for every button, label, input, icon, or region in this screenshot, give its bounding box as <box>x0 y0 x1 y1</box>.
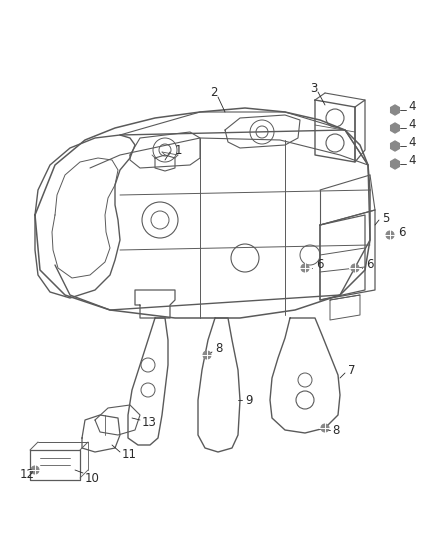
Text: 11: 11 <box>122 448 137 462</box>
Text: 4: 4 <box>408 136 416 149</box>
Circle shape <box>301 264 309 272</box>
Text: 6: 6 <box>398 227 406 239</box>
Text: 10: 10 <box>85 472 100 484</box>
Circle shape <box>321 424 329 432</box>
Text: 4: 4 <box>408 101 416 114</box>
Text: 5: 5 <box>382 212 389 224</box>
Circle shape <box>392 143 398 149</box>
Circle shape <box>31 466 39 474</box>
Text: 9: 9 <box>245 393 252 407</box>
Text: 3: 3 <box>310 82 318 94</box>
Text: 1: 1 <box>175 143 183 157</box>
Text: 8: 8 <box>215 342 223 354</box>
Polygon shape <box>391 123 399 133</box>
Text: 4: 4 <box>408 155 416 167</box>
Polygon shape <box>391 141 399 151</box>
Circle shape <box>392 125 398 131</box>
Text: 6: 6 <box>366 259 374 271</box>
Polygon shape <box>391 159 399 169</box>
Circle shape <box>203 351 211 359</box>
Polygon shape <box>391 105 399 115</box>
Circle shape <box>392 108 398 112</box>
Text: 2: 2 <box>210 86 218 100</box>
Text: 7: 7 <box>348 364 356 376</box>
Text: 8: 8 <box>332 424 339 437</box>
Circle shape <box>351 264 359 272</box>
Circle shape <box>386 231 394 239</box>
Text: 4: 4 <box>408 118 416 132</box>
Text: 12: 12 <box>20 469 35 481</box>
Circle shape <box>392 161 398 166</box>
Text: 13: 13 <box>142 416 157 429</box>
Text: 6: 6 <box>316 259 324 271</box>
